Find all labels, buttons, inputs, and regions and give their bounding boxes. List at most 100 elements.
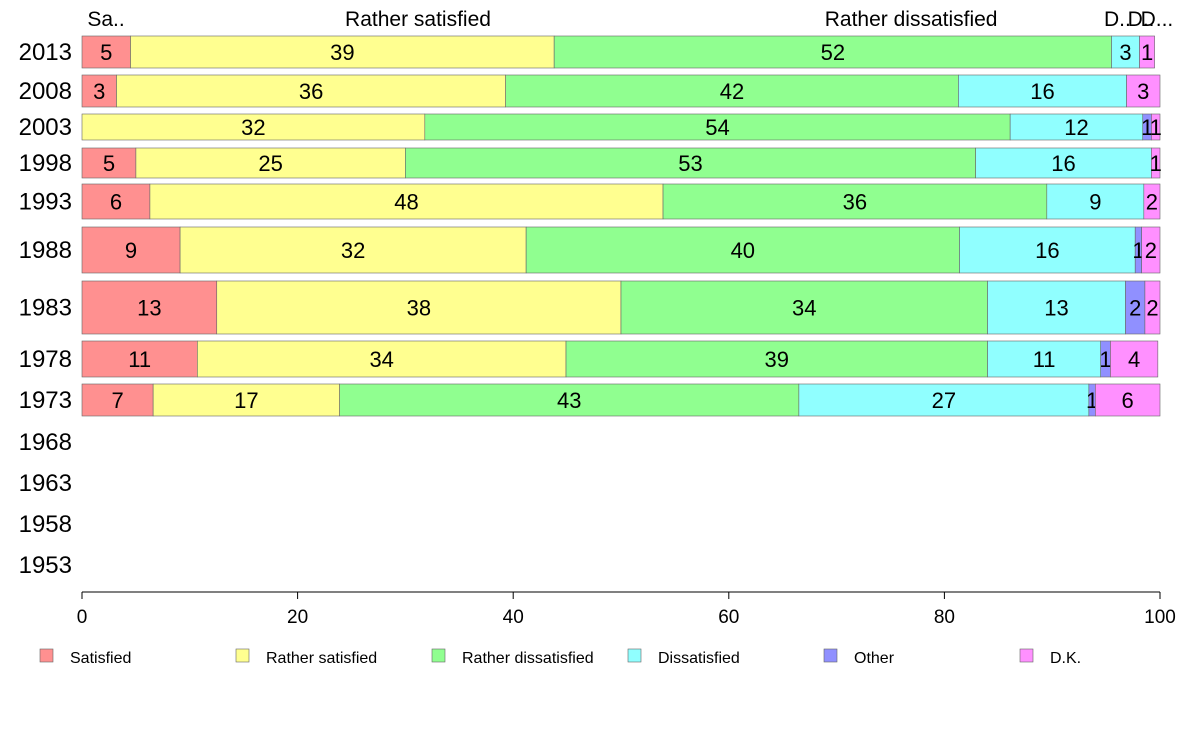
bar-segment: [1141, 226, 1161, 274]
bar-segment: [1151, 113, 1161, 141]
bar-segment: [424, 113, 1011, 141]
data-label: 3: [1119, 40, 1131, 65]
bar-segment: [81, 340, 198, 378]
data-label: 27: [932, 388, 956, 413]
bar-segment: [81, 383, 154, 417]
x-tick-label: 100: [1144, 607, 1176, 628]
bar-segment: [116, 74, 506, 108]
legend-label: D.K.: [1050, 650, 1081, 667]
data-label: 3: [93, 79, 105, 104]
data-label: 16: [1051, 151, 1075, 176]
y-tick-label: 1993: [19, 189, 72, 216]
top-category-label: Sa..: [87, 8, 124, 31]
data-label: 42: [720, 79, 744, 104]
y-tick-label: 2013: [19, 39, 72, 66]
data-label: 2: [1145, 238, 1157, 263]
legend-label: Rather satisfied: [266, 650, 377, 667]
x-tick-label: 40: [503, 607, 524, 628]
bars-layer: 5 39 52 3 13 36 42 16 332 54 12 115 25 53 16 16 48 36 9 29 3…: [81, 35, 1162, 417]
data-label: 2: [1146, 296, 1158, 321]
legend-label: Dissatisfied: [658, 650, 740, 667]
data-label: 39: [330, 40, 354, 65]
bar-segment: [987, 340, 1102, 378]
bar-segment: [1144, 280, 1161, 335]
data-label: 5: [103, 151, 115, 176]
bar-segment: [987, 280, 1126, 335]
bar-segment: [525, 226, 960, 274]
bar-segment: [149, 183, 664, 220]
bar-segment: [1151, 147, 1161, 179]
data-label: 6: [1122, 388, 1134, 413]
x-axis: 0 20 40 60 80 100: [77, 591, 1176, 628]
bar-segment: [81, 113, 426, 141]
bar-segment: [81, 183, 151, 220]
data-label: 1: [1141, 40, 1153, 65]
legend-label: Other: [854, 650, 895, 667]
bar-segment: [339, 383, 800, 417]
y-tick-label: 2008: [19, 78, 72, 105]
data-label: 9: [1089, 190, 1101, 215]
bar-segment: [197, 340, 567, 378]
x-tick-label: 0: [77, 607, 88, 628]
data-label: 32: [341, 238, 365, 263]
bar-segment: [1095, 383, 1161, 417]
bar-segment: [505, 74, 959, 108]
bar-segment: [959, 226, 1136, 274]
legend-label: Satisfied: [70, 650, 131, 667]
data-label: 54: [705, 115, 729, 140]
legend-swatch: [1019, 648, 1034, 663]
y-tick-label: 1958: [19, 511, 72, 538]
data-label: 34: [792, 296, 816, 321]
data-label: 11: [1033, 347, 1056, 372]
y-tick-label: 1983: [19, 295, 72, 322]
y-tick-label: 1953: [19, 552, 72, 579]
data-label: 25: [258, 151, 282, 176]
y-tick-label: 1968: [19, 429, 72, 456]
bar-segment: [1143, 183, 1161, 220]
bar-segment: [1009, 113, 1144, 141]
y-tick-label: 1988: [19, 237, 72, 264]
top-category-label: D...: [1141, 8, 1174, 31]
bar-segment: [81, 280, 218, 335]
top-category-label: Rather satisfied: [345, 8, 491, 31]
bar-segment: [662, 183, 1048, 220]
data-label: 2: [1146, 190, 1158, 215]
top-category-labels: Sa.. Rather satisfied Rather dissatisfied D…: [87, 8, 1173, 31]
legend-swatch: [431, 648, 446, 663]
bar-segment: [958, 74, 1127, 108]
data-label: 17: [234, 388, 258, 413]
legend-swatch: [39, 648, 54, 663]
x-tick-label: 80: [934, 607, 955, 628]
bar-segment: [130, 35, 555, 69]
legend-swatch: [823, 648, 838, 663]
data-label: 38: [407, 296, 431, 321]
bar-segment: [81, 226, 181, 274]
bar-segment: [216, 280, 622, 335]
data-label: 36: [299, 79, 323, 104]
data-label: 13: [1044, 296, 1068, 321]
bar-segment: [135, 147, 406, 179]
data-label: 11: [128, 347, 151, 372]
y-axis: 2013 2008 2003 1998 1993 1988 1983 1978 1973 1968…: [19, 39, 72, 579]
data-label: 9: [125, 238, 137, 263]
data-label: 43: [557, 388, 581, 413]
y-tick-label: 1998: [19, 150, 72, 177]
bar-segment: [179, 226, 527, 274]
legend-label: Rather dissatisfied: [462, 650, 594, 667]
data-label: 1: [1150, 151, 1162, 176]
bar-segment: [1110, 340, 1159, 378]
data-label: 48: [394, 190, 418, 215]
data-label: 12: [1064, 115, 1088, 140]
y-tick-label: 1963: [19, 470, 72, 497]
top-category-label: D..: [1104, 8, 1131, 31]
data-label: 5: [100, 40, 112, 65]
bar-segment: [620, 280, 988, 335]
bar-segment: [553, 35, 1112, 69]
data-label: 36: [843, 190, 867, 215]
data-label: 3: [1137, 79, 1149, 104]
top-category-label: D..: [1128, 8, 1155, 31]
bar-segment: [81, 74, 117, 108]
bar-segment: [1139, 35, 1155, 69]
data-label: 1: [1141, 115, 1153, 140]
